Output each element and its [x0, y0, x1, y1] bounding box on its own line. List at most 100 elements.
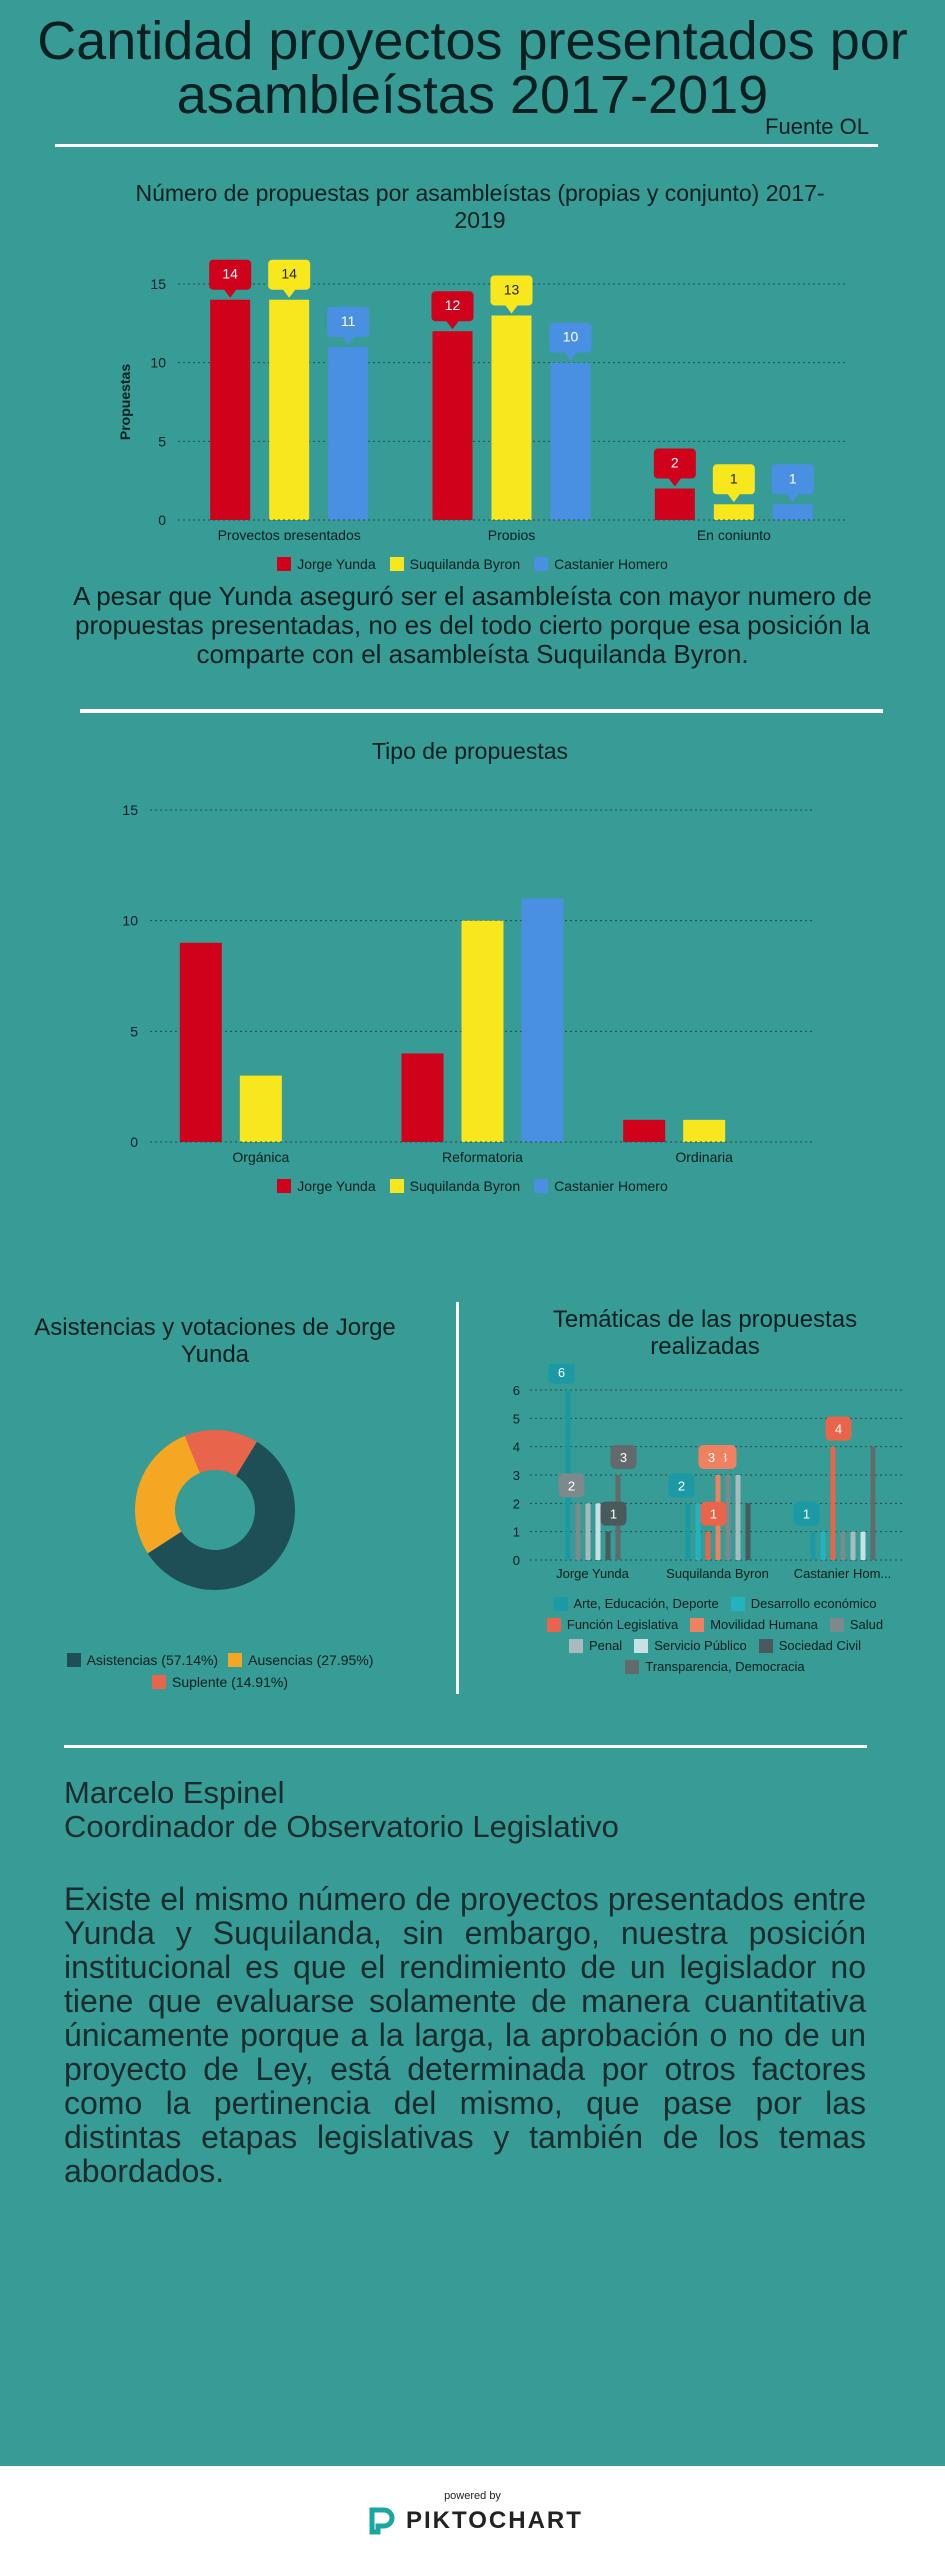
- x-tick-label: Ordinaria: [675, 1149, 733, 1165]
- legend-label: Suquilanda Byron: [409, 1178, 521, 1194]
- chart4-title-text: Temáticas de las propuestas realizadas: [552, 1306, 858, 1360]
- data-label: 14: [281, 266, 297, 282]
- bar: [623, 1119, 666, 1142]
- data-label: 2: [678, 1478, 685, 1493]
- data-label: 1: [789, 470, 797, 486]
- data-label-bubble: [610, 1445, 637, 1469]
- page-title-line1: Cantidad proyectos presentados por: [37, 11, 908, 71]
- bar: [840, 1531, 846, 1560]
- legend-swatch: [625, 1659, 640, 1674]
- data-label-bubble: [698, 1445, 725, 1469]
- legend-swatch: [730, 1596, 745, 1611]
- bar: [585, 1503, 591, 1560]
- legend-item: Castanier Homero: [534, 556, 668, 572]
- data-label-bubble: [712, 464, 755, 503]
- y-tick-label: 1: [513, 1525, 520, 1540]
- y-tick-label: 15: [122, 802, 138, 818]
- x-tick-label: Propios: [488, 527, 535, 540]
- piktochart-logo-icon: [369, 2507, 395, 2535]
- bar: [725, 1475, 731, 1560]
- chart1-title-text: Número de propuestas por asambleístas (p…: [135, 180, 825, 233]
- legend-label: Suplente (14.91%): [172, 1674, 288, 1690]
- bar: [595, 1503, 601, 1560]
- chart4-plot: 0 1 2 3 4 5 6 Jorge Yunda 6 3 2 1 Suquilanda Byron 2 3…: [513, 1364, 905, 1581]
- legend-label: Transparencia, Democracia: [645, 1659, 805, 1674]
- data-label: 2: [671, 455, 679, 471]
- bar: [401, 1053, 444, 1142]
- legend-swatch: [277, 557, 292, 571]
- bar: [654, 488, 695, 520]
- legend-label: Asistencias (57.14%): [86, 1652, 219, 1668]
- y-tick-label: 2: [513, 1496, 520, 1511]
- chart1-title: Número de propuestas por asambleístas (p…: [110, 180, 850, 234]
- data-label-bubble: [268, 259, 311, 298]
- legend-label: Salud: [849, 1617, 884, 1632]
- data-label-bubble: [825, 1416, 852, 1441]
- legend-label: Ausencias (27.95%): [248, 1652, 374, 1668]
- y-tick-label: 0: [158, 512, 166, 528]
- legend-item: Suplente (14.91%): [152, 1674, 288, 1690]
- y-tick-label: 0: [513, 1553, 520, 1568]
- bar: [850, 1531, 856, 1560]
- data-label-bubble: [548, 1364, 575, 1384]
- y-tick-label: 0: [130, 1134, 138, 1150]
- y-tick-label: 5: [513, 1411, 520, 1426]
- source-label: Fuente OL: [765, 114, 869, 139]
- legend-swatch: [546, 1617, 561, 1632]
- author-name: Marcelo Espinel: [64, 1775, 285, 1810]
- y-tick-label: 15: [150, 276, 166, 292]
- bar: [860, 1531, 866, 1560]
- x-tick-label: Proyectos presentados: [218, 527, 361, 540]
- chart3-legend: Asistencias (57.14%) Ausencias (27.95%) Su…: [30, 1652, 410, 1690]
- bar: [239, 1075, 282, 1142]
- legend-swatch: [389, 1179, 404, 1193]
- data-label: 1: [710, 1507, 717, 1522]
- legend-swatch: [553, 1596, 568, 1611]
- data-label-bubble: [558, 1473, 585, 1498]
- legend-item: Penal: [568, 1638, 622, 1653]
- data-label-bubble: [700, 1501, 727, 1526]
- x-tick-label: Jorge Yunda: [556, 1566, 630, 1581]
- legend-swatch: [634, 1638, 649, 1653]
- bar: [735, 1475, 741, 1560]
- data-label-bubble: [668, 1473, 695, 1498]
- bar: [705, 1531, 711, 1560]
- data-label-bubble: [490, 275, 533, 314]
- y-tick-label: 6: [513, 1383, 520, 1398]
- legend-swatch: [66, 1653, 81, 1667]
- data-label: 6: [558, 1365, 565, 1380]
- data-label: 4: [835, 1422, 842, 1437]
- donut-slice: [184, 1430, 257, 1476]
- bar: [521, 898, 564, 1142]
- legend-swatch: [534, 557, 549, 571]
- bar: [870, 1446, 876, 1560]
- legend-item: Sociedad Civil: [758, 1638, 861, 1653]
- conclusion-paragraph: Existe el mismo número de proyectos pres…: [64, 1881, 866, 2189]
- piktochart-brand[interactable]: PIKTOCHART: [368, 2506, 583, 2536]
- chart2-legend: Jorge Yunda Suquilanda Byron Castanier Hom…: [0, 1178, 945, 1194]
- footer: [0, 2466, 945, 2560]
- legend-label: Servicio Público: [654, 1638, 747, 1653]
- bar: [772, 504, 813, 520]
- bar: [685, 1503, 691, 1560]
- section-divider: [80, 709, 883, 713]
- bar: [605, 1531, 611, 1560]
- data-label: 12: [445, 297, 461, 313]
- legend-item: Jorge Yunda: [277, 556, 376, 572]
- legend-item: Transparencia, Democracia: [625, 1659, 805, 1674]
- data-label: 13: [504, 281, 520, 297]
- x-tick-label: Suquilanda Byron: [666, 1566, 769, 1581]
- bar: [830, 1446, 836, 1560]
- bar: [432, 331, 473, 520]
- bar: [269, 299, 310, 520]
- x-tick-label: Reformatoria: [442, 1149, 523, 1165]
- legend-swatch: [690, 1617, 705, 1632]
- data-label: 11: [341, 313, 356, 329]
- chart4-title: Temáticas de las propuestas realizadas: [520, 1306, 890, 1360]
- y-tick-label: 4: [513, 1440, 520, 1455]
- chart1-legend: Jorge Yunda Suquilanda Byron Castanier Hom…: [0, 556, 945, 572]
- legend-swatch: [389, 557, 404, 571]
- legend-item: Asistencias (57.14%): [66, 1652, 219, 1668]
- data-label-bubble: [209, 259, 252, 298]
- data-label-bubble: [600, 1501, 627, 1526]
